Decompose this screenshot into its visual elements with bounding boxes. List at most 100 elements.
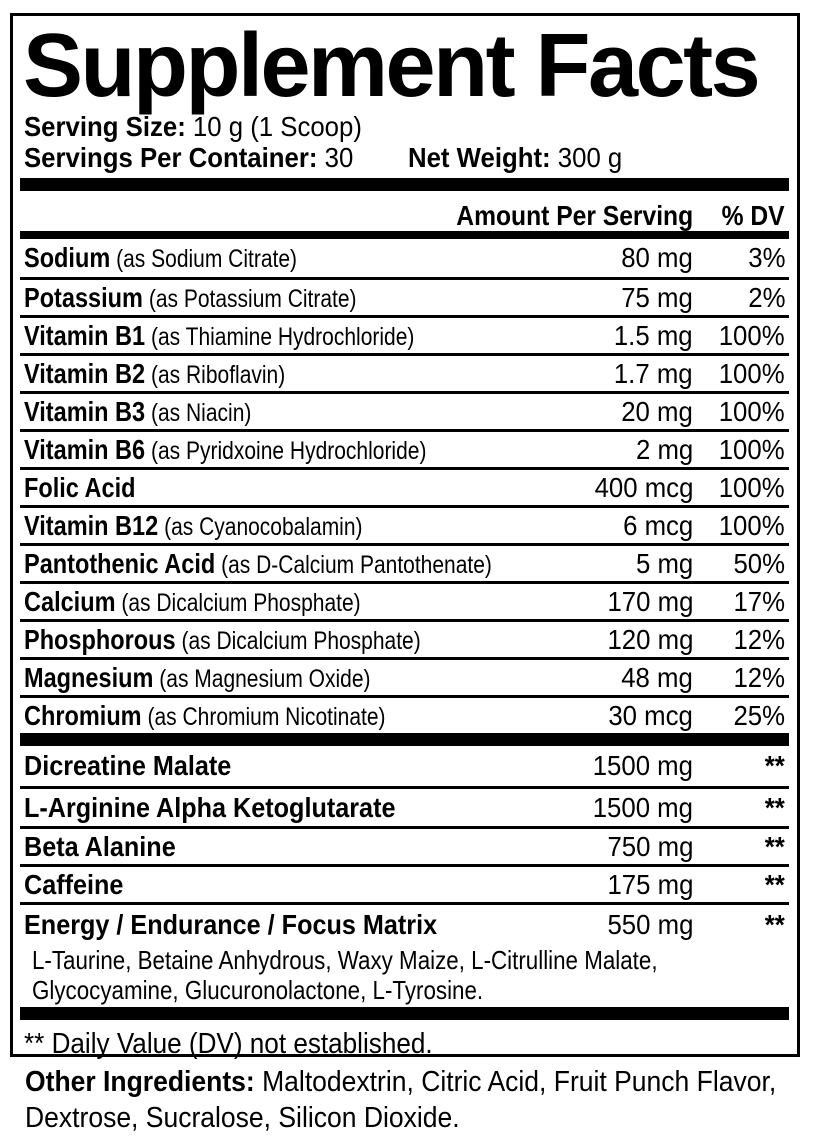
section-divider-bar (20, 1007, 789, 1020)
nutrient-name: Potassium (24, 281, 143, 313)
panel-title: Supplement Facts (23, 16, 761, 116)
active-ingredient-rows: Dicreatine Malate 1500 mg ** L-Arginine … (20, 746, 789, 1007)
dv-cell: 50% (733, 547, 785, 579)
nutrient-name-cell: Calcium (as Dicalcium Phosphate) (24, 586, 573, 618)
active-name: Dicreatine Malate (24, 750, 232, 781)
nutrient-row: Vitamin B6 (as Pyridxoine Hydrochloride) … (20, 429, 789, 467)
nutrient-row: Phosphorous (as Dicalcium Phosphate) 120 … (20, 619, 789, 657)
section-divider-bar (20, 178, 789, 191)
dv-cell: ** (764, 909, 785, 940)
amount-cell: 1500 mg (592, 791, 693, 823)
servings-per-container-label: Servings Per Container: (24, 142, 318, 173)
serving-size-value: 10 g (1 Scoop) (192, 111, 362, 142)
active-row: Dicreatine Malate 1500 mg ** (20, 746, 789, 786)
nutrient-name: Vitamin B6 (24, 433, 146, 465)
serving-size-line: Serving Size: 10 g (1 Scoop) (24, 112, 785, 142)
nutrient-row: Magnesium (as Magnesium Oxide) 48 mg 12% (20, 657, 789, 695)
matrix-ingredients-note: L-Taurine, Betaine Anhydrous, Waxy Maize… (32, 945, 658, 1005)
active-name-cell: Energy / Endurance / Focus Matrix (24, 909, 573, 941)
active-name: L-Arginine Alpha Ketoglutarate (24, 791, 396, 823)
nutrient-name-cell: Chromium (as Chromium Nicotinate) (24, 700, 573, 732)
amount-cell: 120 mg (607, 623, 693, 655)
nutrient-row: Vitamin B3 (as Niacin) 20 mg 100% (20, 391, 789, 429)
amount-cell: 175 mg (607, 868, 693, 900)
nutrient-detail: (as Dicalcium Phosphate) (121, 588, 361, 617)
dv-cell: 25% (733, 699, 785, 731)
amount-cell: 1.5 mg (614, 319, 693, 351)
nutrient-name-cell: Vitamin B1 (as Thiamine Hydrochloride) (24, 320, 573, 352)
amount-cell: 550 mg (607, 909, 693, 940)
nutrient-name: Chromium (24, 699, 142, 731)
dv-cell: 100% (719, 357, 785, 389)
nutrient-row: Chromium (as Chromium Nicotinate) 30 mcg … (20, 695, 789, 733)
active-row: Beta Alanine 750 mg ** (20, 826, 789, 864)
nutrient-detail: (as Magnesium Oxide) (159, 664, 371, 693)
nutrient-detail: (as Dicalcium Phosphate) (181, 626, 421, 655)
amount-cell: 48 mg (621, 661, 693, 693)
net-weight-label: Net Weight: (407, 142, 551, 173)
amount-cell: 170 mg (607, 585, 693, 617)
dv-cell: 17% (733, 585, 785, 617)
nutrient-name: Magnesium (24, 661, 154, 693)
nutrient-name-cell: Folic Acid (24, 472, 573, 504)
active-name-cell: Caffeine (24, 869, 573, 901)
amount-cell: 75 mg (621, 281, 693, 313)
nutrient-name: Calcium (24, 585, 116, 617)
other-ingredients: Other Ingredients: Maltodextrin, Citric … (25, 1064, 797, 1136)
nutrient-name-cell: Vitamin B6 (as Pyridxoine Hydrochloride) (24, 434, 573, 466)
nutrient-name: Vitamin B3 (24, 395, 146, 427)
nutrient-name-cell: Sodium (as Sodium Citrate) (24, 242, 573, 274)
active-row: L-Arginine Alpha Ketoglutarate 1500 mg *… (20, 786, 789, 826)
nutrient-name-cell: Vitamin B3 (as Niacin) (24, 396, 573, 428)
nutrient-detail: (as Chromium Nicotinate) (147, 702, 386, 731)
nutrient-rows: Sodium (as Sodium Citrate) 80 mg 3% Potas… (20, 239, 789, 733)
servings-per-container-value: 30 (324, 142, 354, 173)
nutrient-name-cell: Vitamin B2 (as Riboflavin) (24, 358, 573, 390)
matrix-group: Energy / Endurance / Focus Matrix 550 mg… (20, 902, 789, 1007)
dv-cell: 100% (719, 319, 785, 351)
amount-cell: 750 mg (607, 830, 693, 862)
nutrient-name-cell: Vitamin B12 (as Cyanocobalamin) (24, 510, 573, 542)
active-name-cell: Beta Alanine (24, 831, 573, 863)
nutrient-name: Sodium (24, 242, 111, 273)
amount-cell: 1.7 mg (614, 357, 693, 389)
dv-cell: 12% (733, 661, 785, 693)
dv-cell: ** (764, 750, 785, 781)
column-header-row: Amount Per Serving % DV (24, 191, 785, 231)
supplement-facts-panel: Supplement Facts Serving Size: 10 g (1 S… (10, 13, 800, 1060)
active-row: Caffeine 175 mg ** (20, 864, 789, 902)
amount-cell: 30 mcg (608, 699, 693, 731)
nutrient-row: Vitamin B2 (as Riboflavin) 1.7 mg 100% (20, 353, 789, 391)
nutrient-name: Vitamin B2 (24, 357, 146, 389)
nutrient-detail: (as D-Calcium Pantothenate) (221, 550, 492, 579)
nutrient-detail: (as Sodium Citrate) (116, 245, 298, 273)
amount-cell: 6 mcg (622, 509, 693, 541)
dv-cell: 3% (747, 242, 785, 273)
servings-net-weight-line: Servings Per Container: 30 Net Weight: 3… (24, 142, 785, 174)
nutrient-row: Sodium (as Sodium Citrate) 80 mg 3% (20, 239, 789, 277)
active-name: Energy / Endurance / Focus Matrix (24, 909, 438, 940)
nutrient-detail: (as Niacin) (151, 398, 252, 427)
nutrient-name-cell: Phosphorous (as Dicalcium Phosphate) (24, 624, 573, 656)
nutrient-name: Folic Acid (24, 471, 136, 503)
active-name-cell: Dicreatine Malate (24, 750, 573, 782)
amount-cell: 80 mg (621, 242, 693, 273)
nutrient-row: Calcium (as Dicalcium Phosphate) 170 mg 1… (20, 581, 789, 619)
amount-cell: 1500 mg (592, 750, 693, 781)
nutrient-name: Pantothenic Acid (24, 547, 216, 579)
dv-footnote: ** Daily Value (DV) not established. (24, 1028, 433, 1060)
dv-cell: 100% (719, 509, 785, 541)
nutrient-name: Vitamin B1 (24, 319, 146, 351)
nutrient-name: Phosphorous (24, 623, 176, 655)
active-row: Energy / Endurance / Focus Matrix 550 mg… (24, 905, 785, 945)
dv-cell: ** (764, 830, 785, 862)
header-divider-bar (20, 231, 789, 239)
nutrient-row: Folic Acid 400 mcg 100% (20, 467, 789, 505)
nutrient-detail: (as Riboflavin) (151, 360, 286, 389)
other-ingredients-value: Maltodextrin, Citric Acid, Fruit Punch F… (25, 1066, 777, 1134)
nutrient-row: Vitamin B1 (as Thiamine Hydrochloride) 1.… (20, 315, 789, 353)
nutrient-row: Vitamin B12 (as Cyanocobalamin) 6 mcg 100… (20, 505, 789, 543)
nutrient-name: Vitamin B12 (24, 509, 159, 541)
nutrient-row: Potassium (as Potassium Citrate) 75 mg 2% (20, 277, 789, 315)
amount-cell: 400 mcg (594, 471, 693, 503)
